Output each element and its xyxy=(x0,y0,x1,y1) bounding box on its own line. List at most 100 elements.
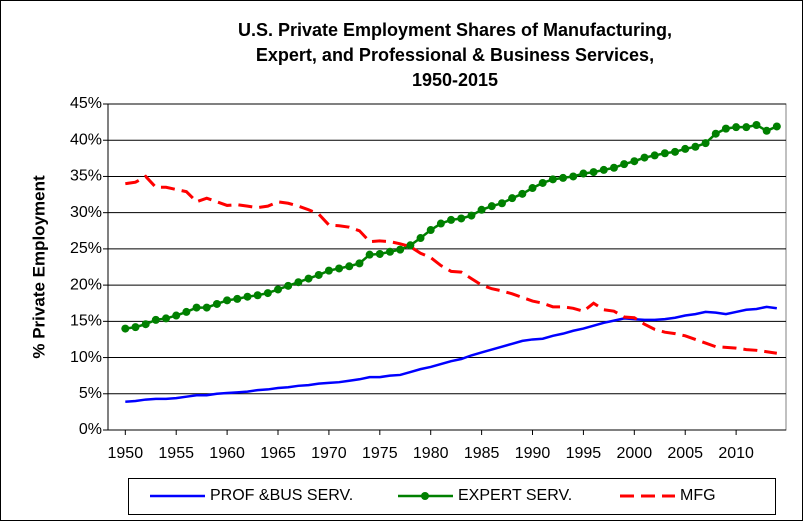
series-marker xyxy=(406,241,415,250)
x-tick-label: 1985 xyxy=(464,445,500,462)
y-tick-label: 10% xyxy=(70,349,102,366)
series-marker xyxy=(335,264,344,273)
chart-title: Expert, and Professional & Business Serv… xyxy=(256,45,654,65)
series-marker xyxy=(701,139,710,148)
y-tick-label: 40% xyxy=(70,131,102,148)
series-marker xyxy=(192,303,201,312)
series-marker xyxy=(396,245,405,254)
chart-title: U.S. Private Employment Shares of Manufa… xyxy=(238,20,672,40)
series-marker xyxy=(355,259,364,268)
series-marker xyxy=(294,278,303,287)
legend-label: PROF &BUS SERV. xyxy=(210,487,353,504)
series-marker xyxy=(162,314,171,323)
y-tick-label: 45% xyxy=(70,95,102,112)
series-marker xyxy=(691,142,700,151)
x-tick-label: 1955 xyxy=(158,445,194,462)
series-marker xyxy=(253,291,262,300)
series-marker xyxy=(284,281,293,290)
series-marker xyxy=(314,270,323,279)
series-marker xyxy=(518,189,527,198)
series-marker xyxy=(772,122,781,131)
x-tick-label: 1980 xyxy=(413,445,449,462)
series-marker xyxy=(345,262,354,271)
series-marker xyxy=(681,144,690,153)
series-line xyxy=(125,174,778,355)
y-tick-label: 35% xyxy=(70,168,102,185)
series-marker xyxy=(243,292,252,301)
series-marker xyxy=(131,323,140,332)
y-tick-label: 15% xyxy=(70,313,102,330)
y-axis-title: % Private Employment xyxy=(29,175,48,359)
series-marker xyxy=(620,160,629,169)
series-marker xyxy=(660,149,669,158)
series-marker xyxy=(559,173,568,182)
series-marker xyxy=(548,175,557,184)
x-tick-label: 1990 xyxy=(515,445,551,462)
series-marker xyxy=(151,315,160,324)
series-marker xyxy=(121,324,130,333)
series-marker xyxy=(528,184,537,193)
legend-label: EXPERT SERV. xyxy=(458,487,572,504)
x-tick-label: 2010 xyxy=(718,445,754,462)
series-marker xyxy=(141,320,150,329)
series-marker xyxy=(650,151,659,160)
series-marker xyxy=(212,299,221,308)
series-marker xyxy=(447,215,456,224)
x-tick-label: 1950 xyxy=(108,445,144,462)
series-marker xyxy=(732,123,741,132)
series-marker xyxy=(365,250,374,259)
x-tick-label: 2000 xyxy=(617,445,653,462)
y-tick-label: 25% xyxy=(70,240,102,257)
series-marker xyxy=(671,147,680,156)
series-marker xyxy=(274,285,283,294)
series-marker xyxy=(436,219,445,228)
series-marker xyxy=(426,226,435,235)
x-tick-label: 1975 xyxy=(362,445,398,462)
x-tick-label: 1960 xyxy=(209,445,245,462)
series-marker xyxy=(640,153,649,162)
series-marker xyxy=(508,194,517,203)
series-marker xyxy=(742,123,751,132)
series-marker xyxy=(304,274,313,283)
series-marker xyxy=(182,307,191,316)
x-tick-label: 1965 xyxy=(260,445,296,462)
series-marker xyxy=(477,205,486,214)
series-marker xyxy=(457,214,466,223)
series-marker xyxy=(630,157,639,166)
series-marker xyxy=(223,296,232,305)
series-marker xyxy=(172,311,181,320)
series-marker xyxy=(467,211,476,220)
legend-label: MFG xyxy=(680,487,716,504)
series-marker xyxy=(538,178,547,187)
series-line xyxy=(125,305,778,403)
series-marker xyxy=(599,165,608,174)
series-marker xyxy=(721,124,730,133)
series-marker xyxy=(752,121,761,130)
series-marker xyxy=(324,266,333,275)
y-tick-label: 20% xyxy=(70,276,102,293)
series-marker xyxy=(497,199,506,208)
series-marker xyxy=(385,247,394,256)
chart-title: 1950-2015 xyxy=(412,70,498,90)
series-marker xyxy=(711,129,720,138)
series-marker xyxy=(487,202,496,211)
series-marker xyxy=(375,249,384,258)
series-marker xyxy=(579,169,588,178)
y-tick-label: 30% xyxy=(70,204,102,221)
series-marker xyxy=(589,168,598,177)
y-tick-label: 0% xyxy=(79,421,102,438)
x-tick-label: 1995 xyxy=(566,445,602,462)
series-marker xyxy=(263,289,272,298)
x-tick-label: 1970 xyxy=(311,445,347,462)
legend-marker xyxy=(421,492,429,500)
x-tick-label: 2005 xyxy=(667,445,703,462)
series-marker xyxy=(416,234,425,243)
y-tick-label: 5% xyxy=(79,385,102,402)
series-marker xyxy=(233,294,242,303)
plot-area xyxy=(107,103,787,431)
series-marker xyxy=(762,126,771,135)
series-marker xyxy=(609,163,618,172)
series-marker xyxy=(202,303,211,312)
series-marker xyxy=(569,172,578,181)
